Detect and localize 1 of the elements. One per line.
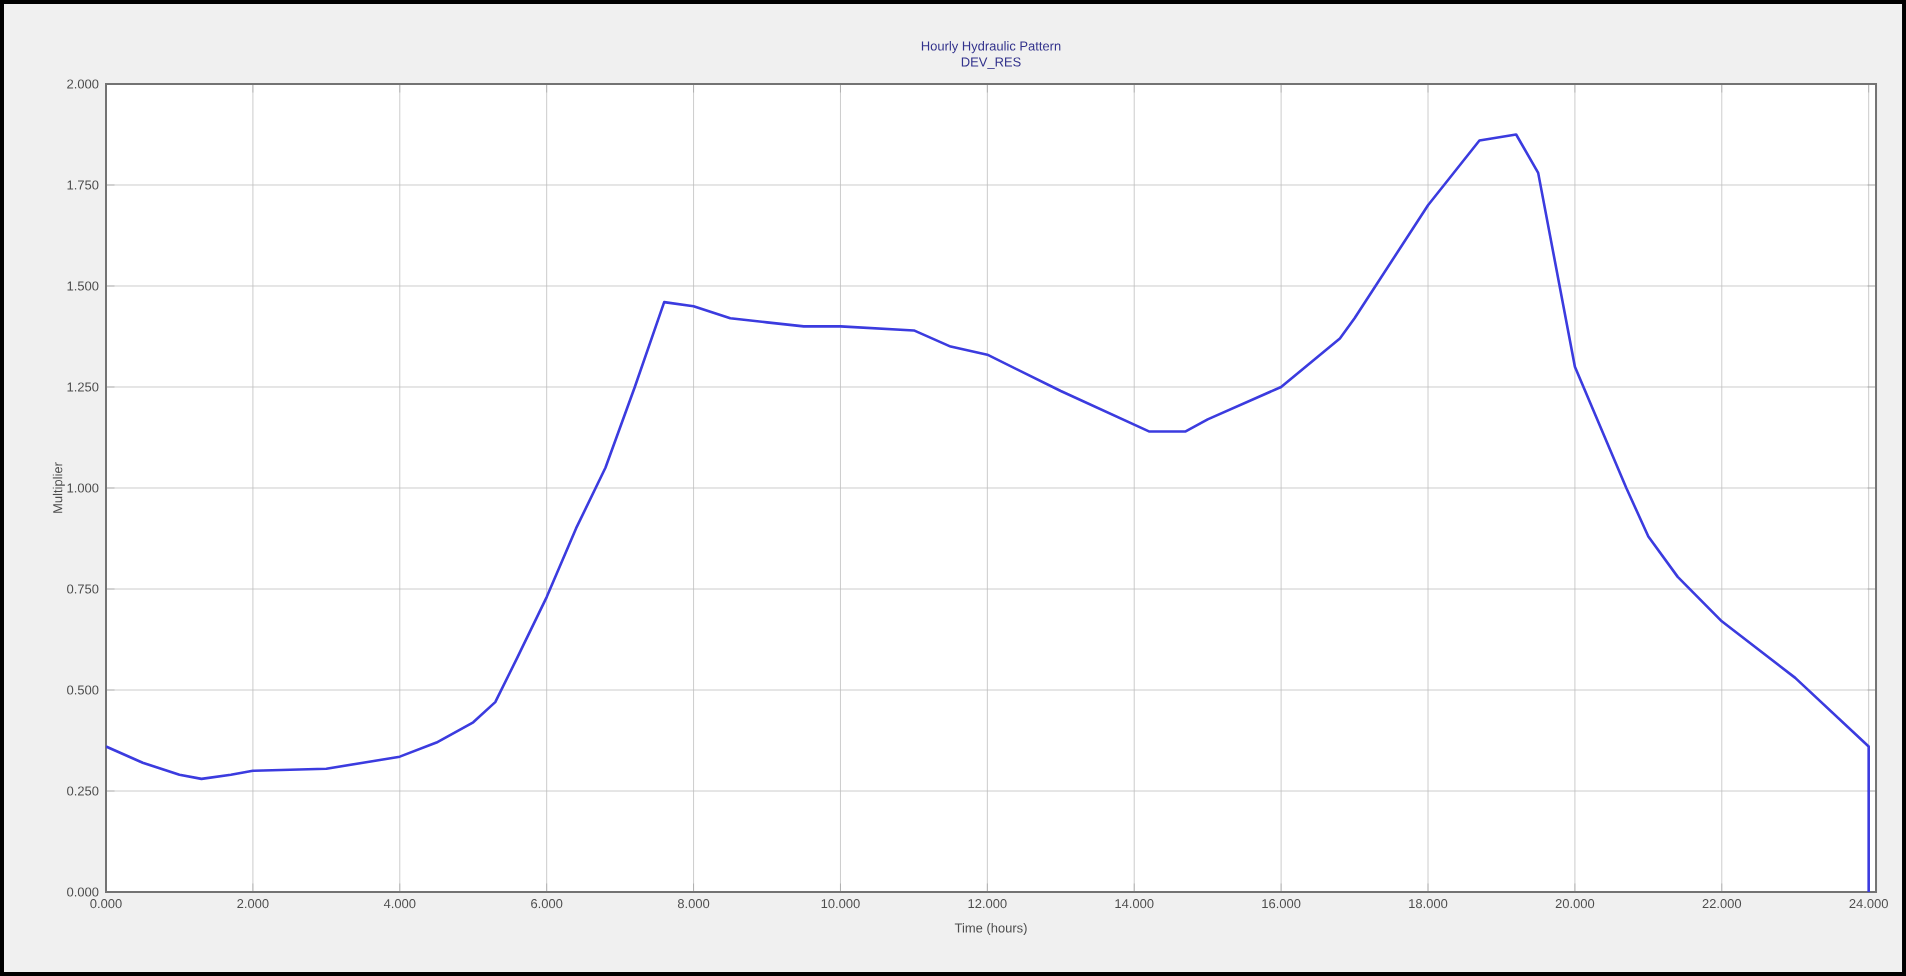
line-series <box>106 133 1870 892</box>
